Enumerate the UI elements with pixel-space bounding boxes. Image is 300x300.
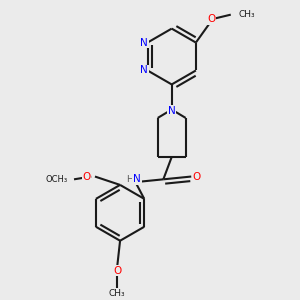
Text: N: N xyxy=(140,65,148,76)
Text: O: O xyxy=(114,266,122,275)
Text: O: O xyxy=(82,172,91,182)
Text: N: N xyxy=(140,38,148,48)
Text: CH₃: CH₃ xyxy=(109,289,126,298)
Text: O: O xyxy=(193,172,201,182)
Text: CH₃: CH₃ xyxy=(238,10,255,19)
Text: N: N xyxy=(133,174,141,184)
Text: N: N xyxy=(168,106,176,116)
Text: O: O xyxy=(207,14,215,24)
Text: H: H xyxy=(127,175,133,184)
Text: OCH₃: OCH₃ xyxy=(45,175,67,184)
